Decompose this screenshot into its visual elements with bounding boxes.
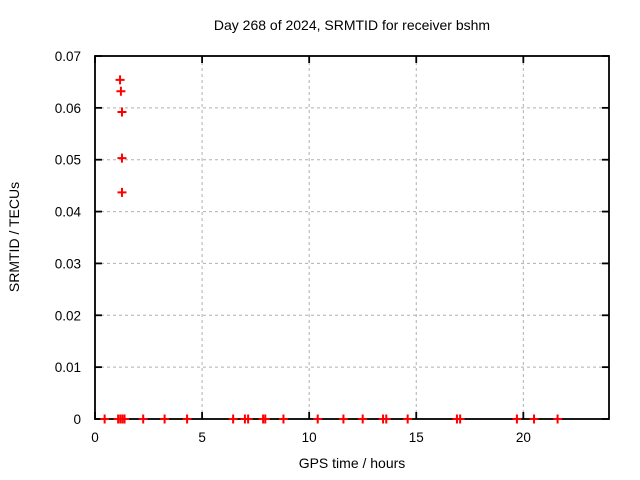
- x-tick-label: 20: [516, 430, 531, 445]
- data-point: [138, 414, 148, 424]
- data-point: [338, 414, 348, 424]
- data-point: [117, 187, 127, 197]
- y-tick-label: 0.06: [55, 101, 81, 116]
- data-point: [381, 414, 391, 424]
- data-point: [243, 414, 253, 424]
- data-point: [115, 75, 125, 85]
- data-point: [182, 414, 192, 424]
- data-point: [160, 414, 170, 424]
- y-tick-label: 0: [73, 412, 81, 427]
- data-point: [228, 414, 238, 424]
- data-point: [455, 414, 465, 424]
- plot-border: [94, 55, 610, 420]
- y-tick-label: 0.04: [55, 205, 82, 220]
- y-tick-label: 0.03: [55, 256, 81, 271]
- data-point: [100, 414, 110, 424]
- data-point: [403, 414, 413, 424]
- x-axis-label: GPS time / hours: [298, 455, 406, 471]
- data-point: [117, 107, 127, 117]
- data-point: [358, 414, 368, 424]
- x-tick-label: 15: [409, 430, 424, 445]
- data-point: [529, 414, 539, 424]
- data-point: [120, 414, 130, 424]
- y-tick-label: 0.05: [55, 153, 81, 168]
- data-point: [116, 86, 126, 96]
- x-tick-label: 10: [302, 430, 317, 445]
- data-point: [260, 414, 270, 424]
- y-tick-label: 0.02: [55, 308, 81, 323]
- data-point: [313, 414, 323, 424]
- x-tick-label: 5: [198, 430, 206, 445]
- y-axis-label: SRMTID / TECUs: [6, 181, 22, 293]
- data-point: [117, 153, 127, 163]
- data-point: [512, 414, 522, 424]
- y-tick-label: 0.07: [55, 49, 81, 64]
- y-tick-label: 0.01: [55, 360, 81, 375]
- data-point: [278, 414, 288, 424]
- x-tick-label: 0: [91, 430, 99, 445]
- data-point: [553, 414, 563, 424]
- chart-title: Day 268 of 2024, SRMTID for receiver bsh…: [213, 17, 491, 33]
